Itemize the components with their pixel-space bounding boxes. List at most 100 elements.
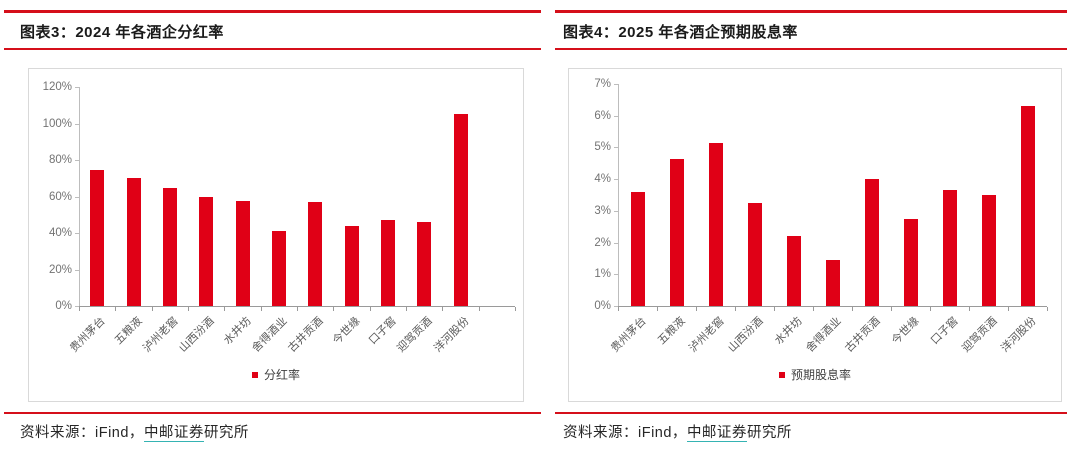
y-tick [614, 274, 618, 276]
y-axis-line [618, 84, 619, 306]
x-tick [297, 307, 298, 311]
y-tick [75, 196, 79, 198]
source-prefix: 资料来源：iFind， [20, 425, 144, 441]
x-tick [224, 307, 226, 311]
bar [630, 191, 645, 306]
x-tick [891, 307, 892, 311]
x-tick [969, 307, 970, 311]
bar [1020, 106, 1035, 306]
bar [90, 170, 105, 306]
x-tick [151, 307, 153, 311]
bottom-red-rule [4, 412, 541, 414]
x-tick [260, 307, 262, 311]
legend-marker-icon [251, 371, 258, 378]
bar [708, 142, 723, 306]
top-red-rule [4, 10, 541, 13]
source-prefix: 资料来源：iFind， [563, 425, 687, 441]
source-link[interactable]: 中邮证券 [143, 425, 204, 442]
bar [271, 231, 286, 306]
x-tick [406, 307, 407, 311]
title-divider-rule [555, 48, 1067, 50]
y-tick-label: 100% [42, 117, 72, 130]
chart4-title: 图表4：2025 年各酒企预期股息率 [563, 24, 798, 41]
legend-label: 分红率 [263, 368, 300, 382]
bar [380, 220, 395, 306]
y-tick [75, 269, 79, 271]
y-tick [614, 115, 618, 117]
panel-chart3: 图表3：2024 年各酒企分红率 分红率 0% 20% 40% 60% 80% 100% 1… [4, 10, 541, 442]
x-axis-line [618, 306, 1047, 307]
x-tick [852, 307, 853, 311]
legend: 预期股息率 [569, 366, 1061, 383]
source-link[interactable]: 中邮证券 [686, 425, 747, 442]
y-tick [614, 179, 618, 181]
x-tick [1008, 307, 1009, 311]
y-axis-line [79, 87, 80, 306]
bar [126, 178, 141, 306]
source-note: 资料来源：iFind，中邮证券研究所 [563, 421, 792, 442]
x-tick [188, 307, 189, 311]
x-tick [813, 307, 814, 311]
bar [199, 196, 214, 306]
bar [669, 158, 684, 306]
y-tick [75, 233, 79, 234]
y-tick [614, 242, 618, 244]
bar [308, 201, 323, 306]
x-tick [696, 307, 697, 311]
x-tick [515, 307, 516, 311]
x-tick [774, 307, 775, 311]
y-tick-label: 20% [48, 263, 72, 276]
x-tick [333, 307, 335, 311]
bar [864, 179, 879, 306]
chart-dividend-payout-2024: 分红率 0% 20% 40% 60% 80% 100% 120% 贵州茅台 五粮液 泸州老窖 山西汾… [28, 68, 524, 402]
y-tick [614, 84, 618, 85]
bar [942, 190, 957, 306]
x-tick [79, 307, 80, 311]
legend: 分红率 [29, 366, 523, 383]
x-tick [618, 307, 619, 311]
bottom-red-rule [555, 412, 1067, 414]
bar [825, 260, 840, 306]
y-tick [75, 306, 79, 307]
x-tick [930, 307, 931, 311]
y-tick-label: 40% [48, 227, 72, 239]
y-tick-label: 0% [55, 300, 72, 312]
chart-expected-dividend-yield-2025: 预期股息率 0% 1% 2% 3% 4% 5% 6% 7% 贵州茅台 五粮液 泸州老窖 山西汾酒 水井坊… [568, 68, 1062, 402]
x-tick [657, 307, 658, 311]
x-tick [442, 307, 444, 311]
y-tick [75, 123, 79, 125]
y-tick-label: 7% [594, 78, 611, 90]
panel-chart4: 图表4：2025 年各酒企预期股息率 预期股息率 0% 1% 2% 3% 4% 5% 6% 7… [551, 0, 1067, 450]
y-tick-label: 120% [42, 81, 72, 93]
y-tick-label: 2% [594, 236, 611, 249]
source-suffix: 研究所 [746, 425, 792, 441]
x-tick [115, 307, 117, 311]
bar [786, 236, 801, 306]
x-tick [1047, 307, 1048, 311]
bar [453, 114, 468, 306]
legend-label: 预期股息率 [790, 368, 851, 382]
y-tick [614, 147, 618, 149]
bar [747, 202, 762, 306]
y-tick-label: 60% [48, 190, 72, 203]
y-tick-label: 0% [594, 300, 611, 312]
source-suffix: 研究所 [203, 425, 249, 441]
bar [162, 188, 177, 306]
title-divider-rule [4, 48, 541, 50]
bar [903, 218, 918, 306]
x-tick [369, 307, 371, 311]
source-note: 资料来源：iFind，中邮证券研究所 [20, 421, 249, 442]
y-tick [614, 210, 618, 212]
legend-marker-icon [778, 371, 785, 378]
bar [235, 201, 250, 306]
y-tick [75, 160, 79, 161]
top-red-rule [555, 10, 1067, 13]
x-tick [478, 307, 480, 311]
y-tick-label: 4% [594, 173, 611, 186]
y-tick [75, 87, 79, 88]
bar [417, 222, 432, 306]
y-tick [614, 306, 618, 307]
x-tick [735, 307, 736, 311]
y-tick-label: 3% [594, 204, 611, 217]
bar [981, 195, 996, 306]
